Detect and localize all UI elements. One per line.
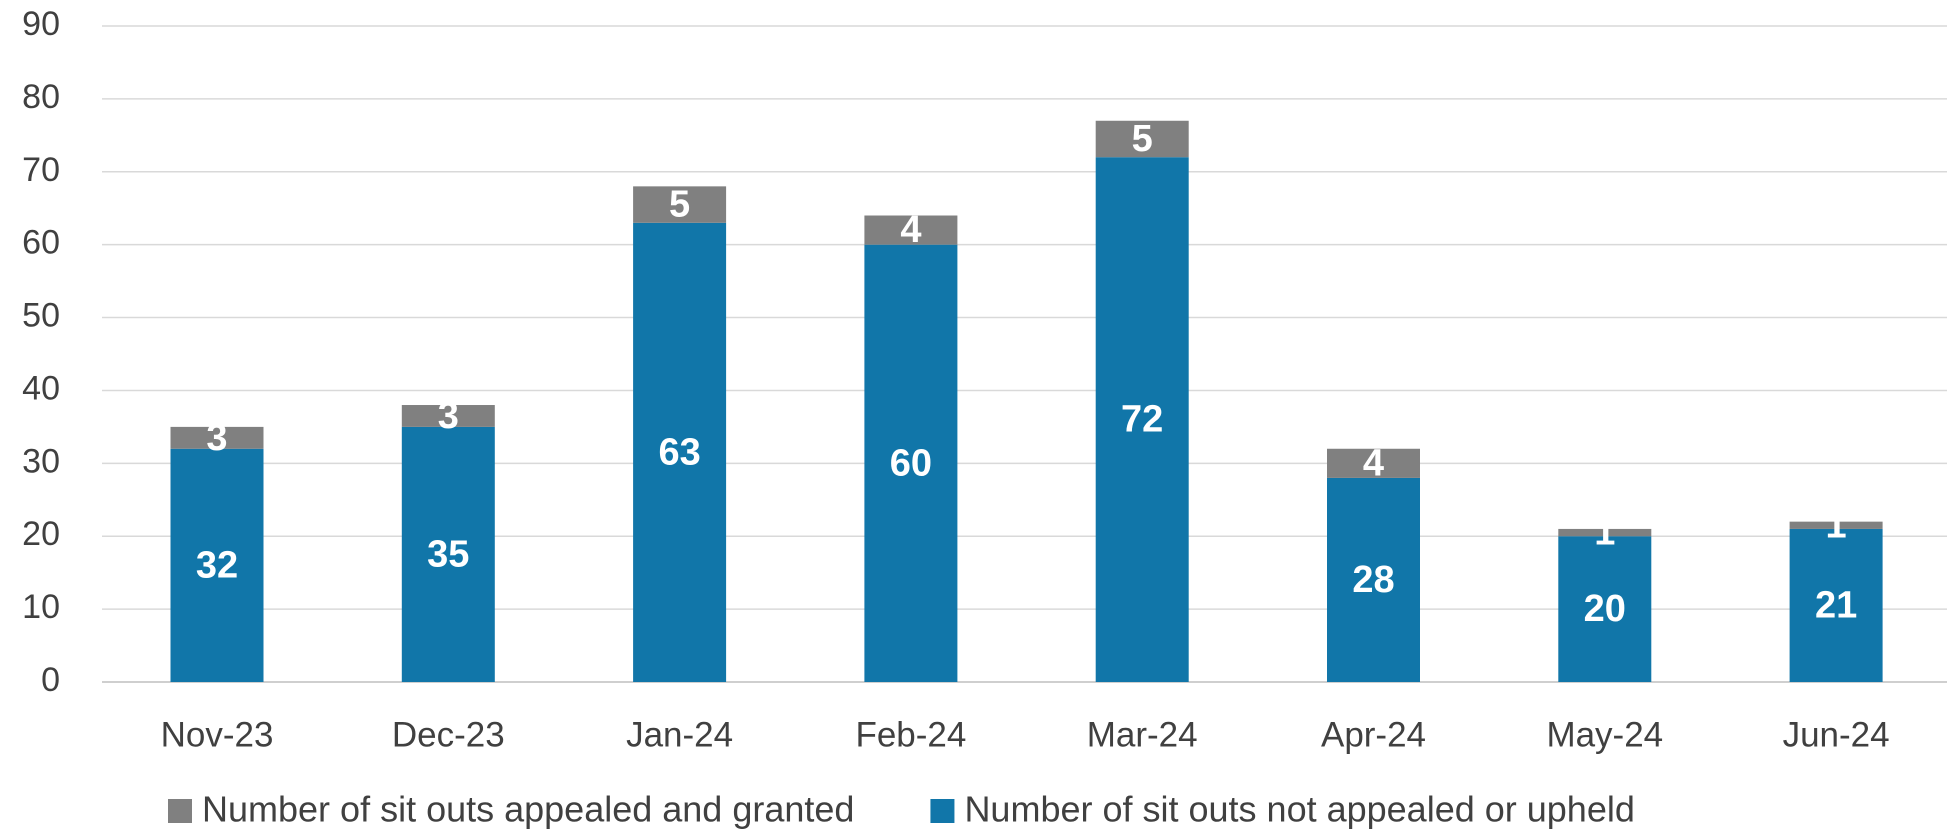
data-label: 1 [1594, 512, 1615, 554]
bar-segment [864, 215, 958, 245]
x-tick-label: Mar-24 [1087, 715, 1198, 754]
data-label: 5 [1132, 118, 1153, 160]
y-tick-label: 90 [22, 5, 60, 43]
data-label: 63 [658, 431, 700, 473]
y-tick-label: 80 [22, 78, 60, 116]
x-tick-label: Jan-24 [626, 715, 733, 754]
bar-segment [401, 426, 495, 682]
data-label: 4 [1363, 442, 1384, 484]
y-tick-label: 50 [22, 297, 60, 335]
bar-segment [401, 405, 495, 427]
y-tick-label: 0 [41, 661, 60, 699]
data-label: 1 [1826, 504, 1847, 546]
bar-segment [170, 426, 264, 449]
x-tick-label: Dec-23 [392, 715, 505, 754]
bar-segment [1095, 120, 1189, 158]
bar-segment [1095, 157, 1189, 682]
bar-segment [1789, 528, 1883, 682]
y-tick-label: 10 [22, 588, 60, 626]
legend-label: Number of sit outs not appealed or uphel… [964, 789, 1634, 830]
data-label: 32 [196, 544, 238, 586]
legend-swatch [168, 799, 192, 823]
x-tick-label: Jun-24 [1783, 715, 1890, 754]
data-label: 60 [890, 442, 932, 484]
bar-segment [1558, 528, 1652, 537]
y-tick-label: 20 [22, 515, 60, 553]
x-tick-label: May-24 [1546, 715, 1663, 754]
bar-segment [1327, 448, 1420, 478]
bar-segment [1789, 521, 1883, 529]
data-label: 28 [1352, 559, 1394, 601]
legend-label: Number of sit outs appealed and granted [202, 789, 854, 830]
data-label: 21 [1815, 584, 1857, 626]
x-tick-label: Apr-24 [1321, 715, 1426, 754]
data-label: 72 [1121, 399, 1163, 441]
y-tick-label: 70 [22, 151, 60, 189]
data-label: 3 [438, 395, 459, 437]
legend-swatch [930, 799, 955, 823]
bar-segment [633, 222, 727, 683]
bar-segment [864, 244, 958, 682]
data-label: 35 [427, 533, 469, 575]
data-label: 3 [206, 417, 227, 459]
y-tick-label: 30 [22, 442, 60, 480]
data-label: 4 [900, 209, 921, 251]
y-tick-label: 40 [22, 369, 60, 407]
x-tick-label: Nov-23 [161, 715, 274, 754]
bar-segment [1558, 536, 1652, 682]
bar-segment [1327, 477, 1420, 682]
x-tick-label: Feb-24 [855, 715, 966, 754]
y-tick-label: 60 [22, 224, 60, 262]
bar-segment [170, 448, 264, 682]
data-label: 5 [669, 184, 690, 226]
bar-segment [633, 186, 727, 223]
data-label: 20 [1584, 588, 1626, 630]
